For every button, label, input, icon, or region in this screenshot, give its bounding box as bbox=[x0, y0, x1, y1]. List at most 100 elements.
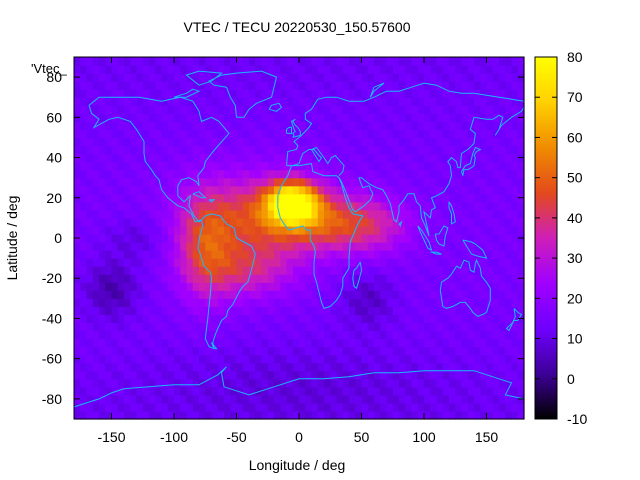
heatmap-cell bbox=[149, 362, 156, 372]
heatmap-cell bbox=[367, 242, 375, 251]
heatmap-cell bbox=[324, 105, 331, 114]
heatmap-cell bbox=[355, 402, 363, 412]
heatmap-cell bbox=[442, 346, 450, 356]
heatmap-cell bbox=[380, 145, 388, 155]
heatmap-cell bbox=[430, 233, 438, 243]
heatmap-cell bbox=[199, 89, 206, 98]
heatmap-cell bbox=[86, 81, 94, 90]
heatmap-cell bbox=[142, 330, 150, 340]
heatmap-cell bbox=[336, 57, 344, 66]
heatmap-cell bbox=[186, 113, 194, 122]
y-tick-label: 60 bbox=[46, 109, 62, 125]
heatmap-cell bbox=[255, 89, 263, 98]
heatmap-cell bbox=[224, 73, 231, 82]
heatmap-cell bbox=[74, 386, 81, 396]
heatmap-cell bbox=[117, 89, 125, 98]
heatmap-cell bbox=[117, 57, 125, 66]
heatmap-cell bbox=[424, 113, 431, 122]
heatmap-cell bbox=[299, 298, 306, 307]
heatmap-cell bbox=[317, 209, 325, 219]
heatmap-cell bbox=[199, 242, 206, 251]
heatmap-cell bbox=[117, 362, 125, 372]
heatmap-cell bbox=[467, 73, 475, 82]
heatmap-cell bbox=[142, 250, 150, 259]
heatmap-cell bbox=[286, 65, 294, 74]
heatmap-cell bbox=[392, 314, 400, 324]
heatmap-cell bbox=[405, 346, 413, 356]
heatmap-cell bbox=[449, 330, 456, 340]
heatmap-cell bbox=[386, 185, 394, 195]
heatmap-cell bbox=[242, 282, 250, 291]
heatmap-cell bbox=[236, 402, 244, 412]
heatmap-cell bbox=[311, 386, 319, 396]
heatmap-cell bbox=[517, 338, 525, 348]
heatmap-cell bbox=[374, 97, 381, 106]
heatmap-cell bbox=[155, 362, 163, 372]
heatmap-cell bbox=[192, 185, 200, 195]
heatmap-cell bbox=[199, 410, 206, 420]
heatmap-cell bbox=[342, 177, 350, 187]
heatmap-cell bbox=[455, 137, 463, 147]
heatmap-cell bbox=[467, 258, 475, 267]
heatmap-cell bbox=[492, 81, 500, 90]
heatmap-cell bbox=[136, 242, 144, 251]
heatmap-cell bbox=[417, 97, 425, 106]
heatmap-cell bbox=[299, 362, 306, 372]
heatmap-cell bbox=[311, 177, 319, 187]
heatmap-cell bbox=[342, 410, 350, 420]
heatmap-cell bbox=[392, 193, 400, 203]
heatmap-cell bbox=[486, 81, 494, 90]
heatmap-cell bbox=[86, 290, 94, 299]
heatmap-cell bbox=[186, 346, 194, 356]
heatmap-cell bbox=[192, 298, 200, 307]
heatmap-cell bbox=[186, 129, 194, 139]
heatmap-cell bbox=[505, 97, 513, 106]
heatmap-cell bbox=[292, 298, 300, 307]
heatmap-cell bbox=[405, 258, 413, 267]
heatmap-cell bbox=[355, 266, 363, 275]
heatmap-cell bbox=[367, 274, 375, 283]
heatmap-cell bbox=[467, 129, 475, 139]
heatmap-cell bbox=[167, 209, 175, 219]
heatmap-cell bbox=[386, 121, 394, 130]
heatmap-cell bbox=[161, 161, 169, 171]
heatmap-cell bbox=[274, 322, 281, 332]
heatmap-cell bbox=[317, 282, 325, 291]
heatmap-cell bbox=[205, 258, 213, 267]
heatmap-cell bbox=[86, 338, 94, 348]
heatmap-cell bbox=[255, 193, 263, 203]
heatmap-cell bbox=[136, 410, 144, 420]
heatmap-cell bbox=[74, 81, 81, 90]
heatmap-cell bbox=[161, 57, 169, 66]
heatmap-cell bbox=[161, 233, 169, 243]
heatmap-cell bbox=[180, 137, 188, 147]
heatmap-cell bbox=[349, 121, 356, 130]
heatmap-cell bbox=[192, 282, 200, 291]
heatmap-cell bbox=[405, 354, 413, 364]
heatmap-cell bbox=[492, 233, 500, 243]
heatmap-cell bbox=[417, 322, 425, 332]
heatmap-cell bbox=[180, 201, 188, 211]
heatmap-cell bbox=[424, 298, 431, 307]
heatmap-cell bbox=[392, 242, 400, 251]
heatmap-cell bbox=[267, 177, 275, 187]
heatmap-cell bbox=[349, 266, 356, 275]
heatmap-cell bbox=[186, 394, 194, 404]
heatmap-cell bbox=[255, 306, 263, 316]
coastline bbox=[352, 261, 363, 290]
heatmap-cell bbox=[180, 282, 188, 291]
heatmap-cell bbox=[367, 306, 375, 316]
heatmap-cell bbox=[242, 121, 250, 130]
heatmap-cell bbox=[317, 57, 325, 66]
coastline bbox=[88, 96, 230, 223]
heatmap-cell bbox=[74, 201, 81, 211]
heatmap-cell bbox=[192, 314, 200, 324]
heatmap-cell bbox=[505, 330, 513, 340]
heatmap-cell bbox=[117, 250, 125, 259]
heatmap-cell bbox=[105, 145, 113, 155]
heatmap-cell bbox=[492, 346, 500, 356]
heatmap-cell bbox=[374, 209, 381, 219]
heatmap-cell bbox=[205, 410, 213, 420]
heatmap-cell bbox=[324, 330, 331, 340]
heatmap-cell bbox=[305, 378, 313, 388]
